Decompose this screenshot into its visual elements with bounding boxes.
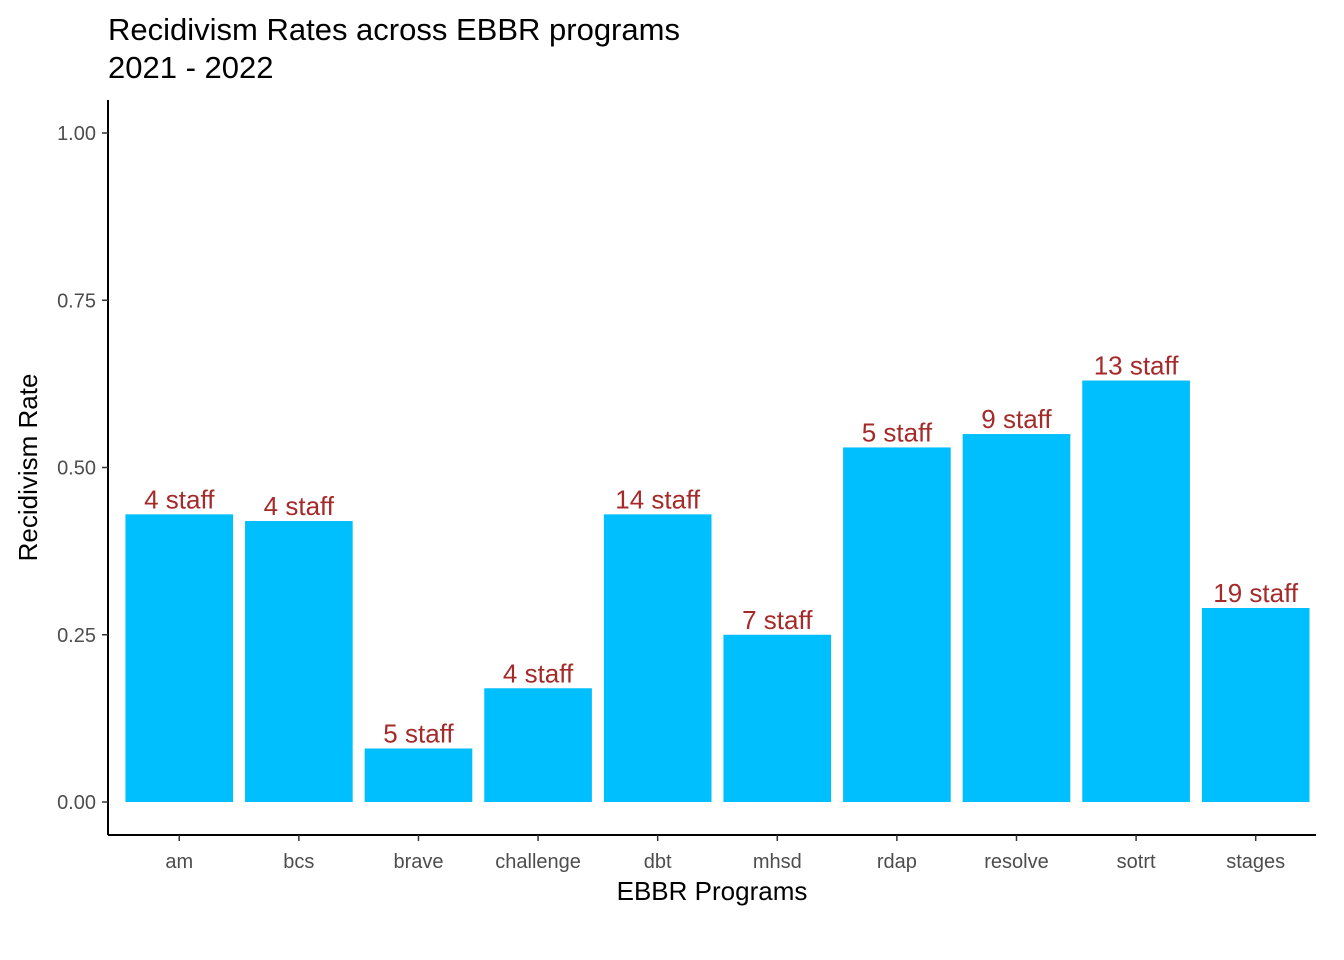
bar-labels-layer: 4 staff 4 staff 5 staff 4 staff 14 staff 7 st… (144, 351, 1299, 749)
x-tick-label-resolve: resolve (984, 851, 1048, 873)
bar-label-resolve: 9 staff (981, 404, 1052, 434)
bar-challenge (484, 688, 592, 802)
bar-sotrt (1082, 380, 1190, 802)
bar-label-challenge: 4 staff (503, 658, 574, 688)
bar-label-stages: 19 staff (1213, 578, 1299, 608)
bar-label-brave: 5 staff (383, 718, 454, 748)
y-tick-label: 0.25 (57, 625, 96, 647)
bar-dbt (603, 514, 712, 802)
bar-resolve (962, 434, 1071, 802)
bar-label-mhsd: 7 staff (742, 605, 813, 635)
x-tick-label-stages: stages (1226, 851, 1285, 873)
x-tick-label-mhsd: mhsd (753, 851, 802, 873)
x-tick-label-sotrt: sotrt (1117, 851, 1156, 873)
x-tick-label-dbt: dbt (644, 851, 672, 873)
y-ticks: 0.00 0.25 0.50 0.75 1.00 (57, 123, 108, 814)
y-tick-label: 0.00 (57, 792, 96, 814)
bar-rdap (843, 447, 951, 802)
bar-label-dbt: 14 staff (615, 484, 701, 514)
bar-brave (364, 748, 473, 802)
x-ticks: am bcs brave challenge dbt mhsd rdap resolve sot… (165, 835, 1285, 873)
x-axis-title: EBBR Programs (617, 876, 808, 906)
bar-label-rdap: 5 staff (862, 417, 933, 447)
bar-label-am: 4 staff (144, 484, 215, 514)
bar-stages (1201, 607, 1310, 802)
x-tick-label-am: am (165, 851, 193, 873)
y-axis-title: Recidivism Rate (13, 374, 43, 562)
chart-title: Recidivism Rates across EBBR programs (108, 12, 680, 47)
x-tick-label-challenge: challenge (495, 851, 581, 873)
bar-label-sotrt: 13 staff (1094, 351, 1180, 381)
x-tick-label-bcs: bcs (283, 851, 314, 873)
bar-mhsd (723, 634, 832, 802)
bar-bcs (245, 521, 353, 802)
bars-layer (125, 380, 1310, 802)
y-tick-label: 0.50 (57, 458, 96, 480)
x-tick-label-brave: brave (393, 851, 443, 873)
y-tick-label: 0.75 (57, 290, 96, 312)
chart-subtitle: 2021 - 2022 (108, 50, 274, 85)
bar-label-bcs: 4 staff (264, 491, 335, 521)
x-tick-label-rdap: rdap (877, 851, 917, 873)
bar-am (125, 514, 234, 802)
y-tick-label: 1.00 (57, 123, 96, 145)
